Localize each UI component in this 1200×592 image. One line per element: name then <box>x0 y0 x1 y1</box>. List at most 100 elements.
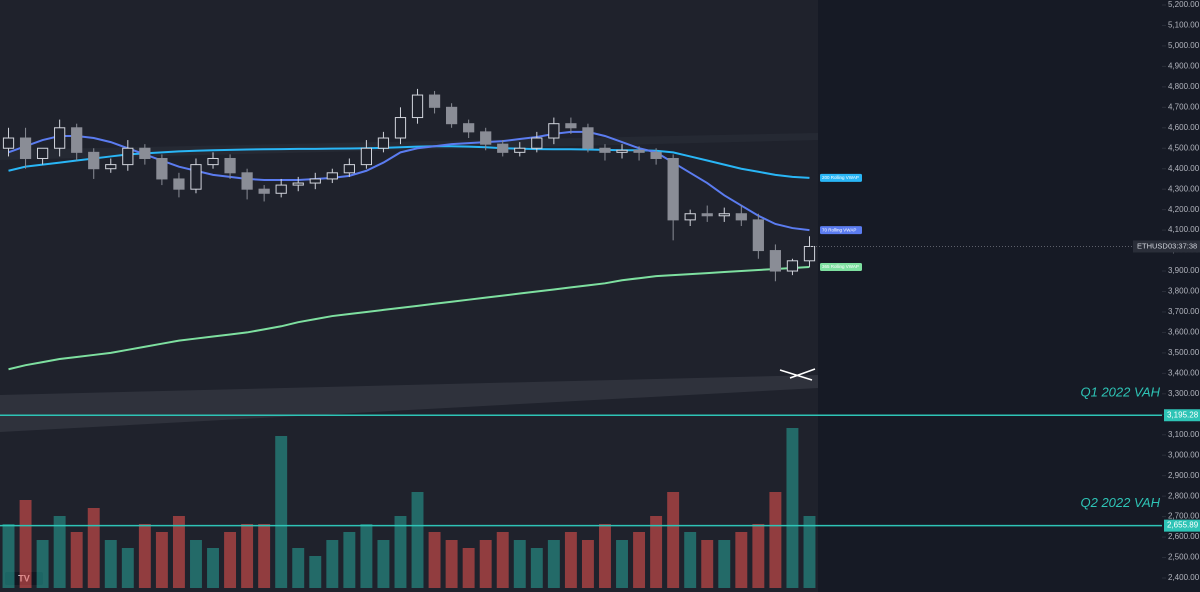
volume-bar <box>650 516 663 588</box>
shaded-range <box>0 0 818 592</box>
candle-body <box>718 213 730 217</box>
candle-body <box>326 172 338 180</box>
volume-bar <box>224 532 237 588</box>
volume-bar <box>769 492 782 588</box>
candle-body <box>292 182 304 186</box>
y-tick-label: 3,700.00 <box>1168 307 1200 316</box>
volume-bar <box>616 540 628 588</box>
volume-bar <box>19 500 32 588</box>
candle-body <box>701 213 713 217</box>
y-tick-label: 2,400.00 <box>1168 573 1200 582</box>
volume-bar <box>377 540 390 588</box>
candle-body <box>769 250 782 272</box>
volume-bar <box>462 548 475 588</box>
y-tick-label: 4,700.00 <box>1168 102 1200 111</box>
channel-band <box>0 375 818 432</box>
volume-bar <box>190 540 202 588</box>
candle-body <box>122 147 134 166</box>
volume-bar <box>479 540 492 588</box>
candle-body <box>616 149 628 153</box>
y-tick-label: 3,400.00 <box>1168 368 1200 377</box>
level-tag-label: 2,655.89 <box>1167 521 1199 530</box>
candle-body <box>497 143 509 153</box>
candle-body <box>445 106 458 125</box>
volume-bar <box>428 532 441 588</box>
candle-body <box>224 157 236 174</box>
volume-bar <box>53 516 66 588</box>
candle-body <box>428 94 441 108</box>
symbol-tag <box>1133 240 1200 253</box>
y-tick-label: 4,600.00 <box>1168 123 1200 132</box>
level-tag-label: 3,195.28 <box>1167 410 1199 419</box>
y-tick-label: 4,900.00 <box>1168 62 1200 71</box>
candle-body <box>548 123 560 139</box>
y-tick-label: 2,800.00 <box>1168 491 1200 500</box>
y-tick-label: 5,100.00 <box>1168 21 1200 30</box>
volume-bar <box>530 548 543 588</box>
candle-body <box>565 123 577 129</box>
level-name: Q2 2022 VAH <box>1081 495 1161 510</box>
candle-body <box>88 151 100 170</box>
level-tag <box>1164 519 1200 532</box>
y-tick-label: 5,000.00 <box>1168 41 1200 50</box>
candle-body <box>650 151 662 159</box>
y-tick-label: 5,200.00 <box>1168 0 1200 9</box>
candle-body <box>19 137 32 159</box>
volume-bar <box>104 540 117 588</box>
vwap-line <box>8 265 810 371</box>
volume-bar <box>786 428 799 588</box>
volume-bar <box>207 548 219 588</box>
volume-bar <box>735 532 748 588</box>
candle-body <box>360 147 373 166</box>
volume-bar <box>309 556 322 588</box>
y-tick-label: 4,100.00 <box>1168 225 1200 234</box>
y-tick-label: 2,500.00 <box>1168 553 1200 562</box>
y-tick-label: 4,200.00 <box>1168 205 1200 214</box>
price-axis <box>1162 0 1200 592</box>
volume-bar <box>138 524 151 588</box>
y-tick-label: 2,900.00 <box>1168 471 1200 480</box>
level-tag <box>1164 409 1200 422</box>
volume-bar <box>667 492 680 588</box>
candle-body <box>2 137 15 149</box>
volume-bar <box>564 532 577 588</box>
candle-body <box>258 188 270 194</box>
volume-bar <box>121 548 134 588</box>
drawing <box>789 368 816 379</box>
candle-body <box>377 137 390 149</box>
y-tick-label: 4,800.00 <box>1168 82 1200 91</box>
candle-body <box>71 127 83 153</box>
candle-body <box>411 94 424 119</box>
candle-body <box>599 147 611 153</box>
y-tick-label: 3,300.00 <box>1168 389 1200 398</box>
y-tick-label: 3,900.00 <box>1168 266 1200 275</box>
volume-bar <box>70 532 83 588</box>
candle-body <box>139 147 151 159</box>
candle-body <box>105 164 117 170</box>
candle-body <box>633 149 645 153</box>
y-tick-label: 4,300.00 <box>1168 184 1200 193</box>
candle-body <box>309 178 321 184</box>
candle-body <box>394 117 407 139</box>
countdown: 03:37:38 <box>1168 241 1197 250</box>
candle-body <box>207 157 219 166</box>
candle-body <box>786 260 799 272</box>
y-tick-label: 4,400.00 <box>1168 164 1200 173</box>
line-label: 200 Rolling VWAP <box>822 175 859 180</box>
candle-body <box>803 245 816 262</box>
candle-body <box>684 213 696 221</box>
volume-bar <box>752 524 765 588</box>
volume-bar <box>155 532 168 588</box>
candle-body <box>54 127 66 149</box>
candle-body <box>752 219 764 252</box>
volume-bar <box>633 532 646 588</box>
candle-body <box>514 147 526 153</box>
line-label-box <box>820 262 862 271</box>
volume-bar <box>343 532 356 588</box>
candle-body <box>36 147 49 159</box>
volume-bar <box>36 540 49 588</box>
volume-bar <box>701 540 714 588</box>
volume-bar <box>513 540 526 588</box>
y-tick-label: 3,100.00 <box>1168 430 1200 439</box>
